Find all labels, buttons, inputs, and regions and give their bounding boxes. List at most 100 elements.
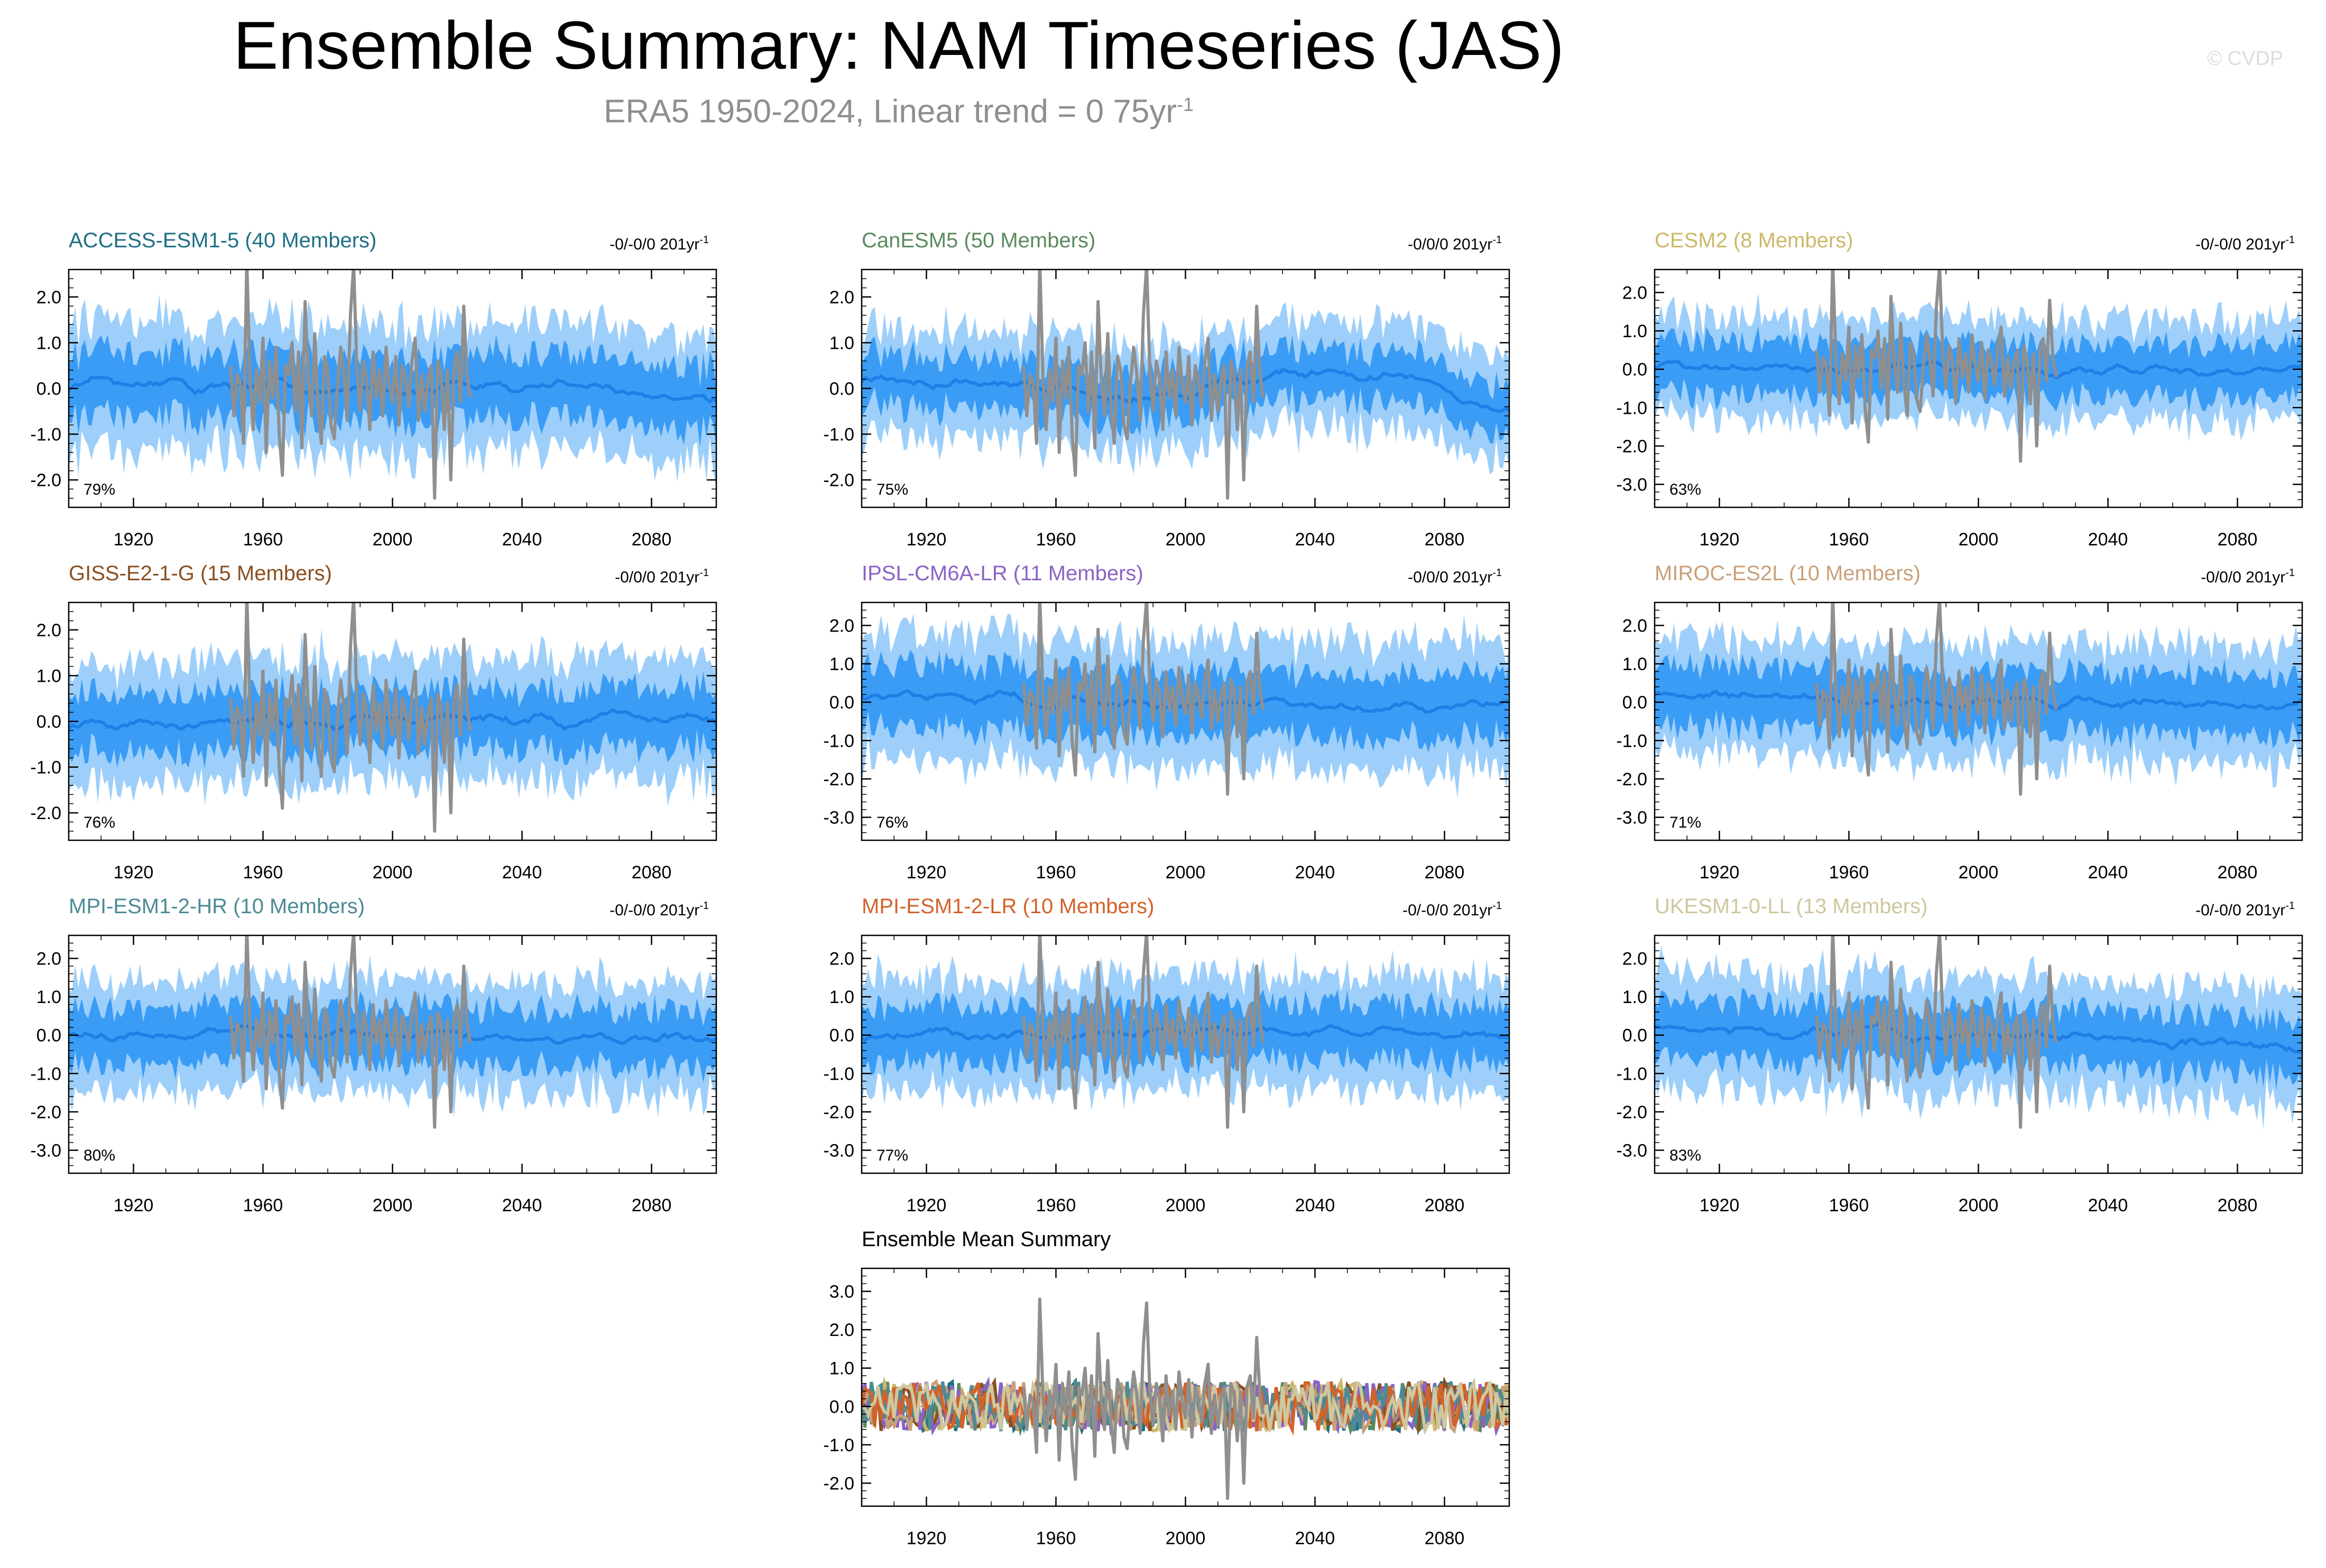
x-tick-label: 2080 — [1425, 530, 1465, 550]
trend-label-superscript: -1 — [2285, 567, 2295, 579]
trend-label-text: -0/-0/0 201yr — [1402, 902, 1492, 919]
y-tick-label: 2.0 — [829, 1320, 854, 1340]
y-tick-label: 0.0 — [829, 1397, 854, 1417]
y-tick-label: -2.0 — [1616, 769, 1647, 790]
percent-label: 76% — [84, 814, 115, 831]
observed-era5-line — [229, 270, 472, 500]
x-tick-label: 2000 — [1959, 530, 1999, 550]
x-tick-label: 1960 — [1036, 1528, 1076, 1548]
observed-era5-line — [1022, 602, 1265, 796]
panel-title: MPI-ESM1-2-LR (10 Members) — [862, 895, 1154, 918]
y-tick-label: -3.0 — [1616, 475, 1647, 495]
x-tick-label: 2000 — [373, 862, 413, 883]
x-tick-label: 1960 — [1829, 530, 1869, 550]
y-tick-label: 1.0 — [1622, 987, 1647, 1007]
y-tick-label: 1.0 — [1622, 654, 1647, 674]
y-tick-label: -1.0 — [30, 1064, 61, 1084]
x-tick-label: 1920 — [907, 1195, 947, 1216]
panel-title: MPI-ESM1-2-HR (10 Members) — [69, 895, 365, 918]
plot-area — [1655, 602, 2302, 796]
plot-area — [1655, 270, 2302, 463]
x-tick-label: 2000 — [1166, 862, 1206, 883]
y-tick-label: 2.0 — [36, 949, 61, 969]
y-tick-label: 0.0 — [829, 693, 854, 713]
cvdp-watermark: © CVDP — [2207, 48, 2284, 70]
x-tick-label: 1920 — [907, 862, 947, 883]
y-tick-label: 1.0 — [1622, 321, 1647, 341]
subtitle-superscript: -1 — [1177, 94, 1194, 115]
y-tick-label: 2.0 — [829, 616, 854, 636]
page-subtitle: ERA5 1950-2024, Linear trend = 0 75yr-1 — [0, 83, 1797, 133]
page-header: Ensemble Summary: NAM Timeseries (JAS) E… — [0, 0, 2326, 130]
percent-label: 80% — [84, 1147, 115, 1164]
y-tick-label: -1.0 — [823, 1064, 854, 1084]
y-tick-label: 3.0 — [829, 1282, 854, 1302]
chart-panel-2: 2.0 1.0 0.0 -1.0 -2.0 1920 1960 2000 2040 2080 Can… — [823, 229, 1510, 550]
y-tick-label: -1.0 — [1616, 398, 1647, 418]
plot-area — [69, 270, 716, 500]
plot-area — [862, 602, 1509, 799]
chart-panel-1: 2.0 1.0 0.0 -1.0 -2.0 1920 1960 2000 2040 2080 ACC… — [30, 229, 717, 550]
x-tick-label: 2080 — [2218, 1195, 2258, 1216]
y-tick-label: 1.0 — [829, 987, 854, 1007]
trend-label: -0/-0/0 201yr-1 — [610, 234, 709, 253]
chart-panel-5: 2.0 1.0 0.0 -1.0 -2.0 -3.0 1920 1960 2000 2040 208… — [823, 562, 1510, 883]
x-tick-label: 1920 — [114, 862, 154, 883]
y-tick-label: -2.0 — [30, 803, 61, 823]
y-tick-label: -3.0 — [1616, 1140, 1647, 1161]
y-tick-label: 2.0 — [36, 287, 61, 308]
x-tick-label: 2000 — [1166, 1528, 1206, 1548]
percent-label: 79% — [84, 481, 115, 498]
y-tick-label: -3.0 — [1616, 808, 1647, 828]
plot-area — [862, 935, 1509, 1129]
chart-panel-4: 2.0 1.0 0.0 -1.0 -2.0 1920 1960 2000 2040 2080 GIS… — [30, 562, 717, 883]
percent-label: 75% — [876, 481, 908, 498]
x-tick-label: 1960 — [1036, 530, 1076, 550]
y-tick-label: -1.0 — [1616, 1064, 1647, 1084]
x-tick-label: 2000 — [1166, 1195, 1206, 1216]
x-tick-label: 2000 — [1959, 862, 1999, 883]
x-tick-label: 1920 — [114, 1195, 154, 1216]
x-tick-label: 1920 — [907, 530, 947, 550]
observed-era5-line — [1022, 935, 1265, 1129]
y-tick-label: 1.0 — [829, 654, 854, 674]
x-tick-label: 2080 — [632, 862, 672, 883]
plot-area — [862, 270, 1509, 500]
y-tick-label: 0.0 — [36, 1026, 61, 1046]
trend-label: -0/0/0 201yr-1 — [1408, 567, 1502, 586]
x-tick-label: 1920 — [1700, 862, 1740, 883]
panel-title: MIROC-ES2L (10 Members) — [1655, 562, 1921, 585]
trend-label: -0/0/0 201yr-1 — [1408, 234, 1502, 253]
y-tick-label: -2.0 — [823, 1473, 854, 1493]
x-tick-label: 2040 — [2088, 530, 2128, 550]
plot-area — [1655, 935, 2302, 1130]
chart-panel-10: 3.0 2.0 1.0 0.0 -1.0 -2.0 1920 1960 2000 2040 2080… — [823, 1228, 1510, 1548]
x-tick-label: 2000 — [1166, 530, 1206, 550]
y-tick-label: -2.0 — [30, 470, 61, 490]
y-tick-label: 0.0 — [1622, 360, 1647, 380]
x-tick-label: 2040 — [502, 1195, 542, 1216]
panel-title: UKESM1-0-LL (13 Members) — [1655, 895, 1927, 918]
chart-panel-9: 2.0 1.0 0.0 -1.0 -2.0 -3.0 1920 1960 2000 2040 208… — [1616, 895, 2303, 1216]
y-tick-label: -1.0 — [823, 731, 854, 751]
panel-title: IPSL-CM6A-LR (11 Members) — [862, 562, 1143, 585]
y-tick-label: 1.0 — [36, 987, 61, 1007]
y-tick-label: -1.0 — [823, 425, 854, 445]
y-tick-label: 0.0 — [1622, 1026, 1647, 1046]
x-tick-label: 1960 — [243, 862, 283, 883]
x-tick-label: 2080 — [1425, 1195, 1465, 1216]
y-tick-label: 1.0 — [36, 333, 61, 353]
panel-title: ACCESS-ESM1-5 (40 Members) — [69, 229, 376, 252]
y-tick-label: 2.0 — [1622, 949, 1647, 969]
y-tick-label: -2.0 — [823, 769, 854, 790]
y-tick-label: 2.0 — [1622, 616, 1647, 636]
y-tick-label: -2.0 — [823, 470, 854, 490]
trend-label-superscript: -1 — [699, 900, 709, 912]
percent-label: 63% — [1669, 481, 1701, 498]
observed-era5-line — [1815, 270, 2058, 463]
x-tick-label: 2080 — [2218, 530, 2258, 550]
x-tick-label: 1920 — [1700, 530, 1740, 550]
chart-panel-6: 2.0 1.0 0.0 -1.0 -2.0 -3.0 1920 1960 2000 2040 208… — [1616, 562, 2303, 883]
x-tick-label: 1960 — [1036, 862, 1076, 883]
